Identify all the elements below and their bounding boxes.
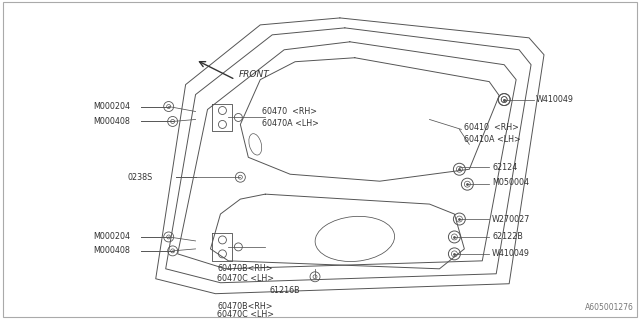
Text: 62124: 62124	[492, 163, 518, 172]
Text: 60470A <LH>: 60470A <LH>	[262, 119, 319, 128]
Text: 61216B: 61216B	[270, 286, 300, 295]
Text: 60470C <LH>: 60470C <LH>	[217, 310, 274, 319]
Text: M000408: M000408	[93, 246, 130, 255]
Text: M050004: M050004	[492, 178, 529, 187]
Text: W410049: W410049	[492, 249, 530, 258]
Text: W270027: W270027	[492, 214, 531, 224]
Text: FRONT: FRONT	[238, 70, 269, 79]
Text: W410049: W410049	[536, 95, 574, 104]
Text: M000204: M000204	[93, 102, 130, 111]
Text: 62122B: 62122B	[492, 232, 523, 242]
Text: M000408: M000408	[93, 117, 130, 126]
Text: 60470C <LH>: 60470C <LH>	[217, 274, 274, 283]
Text: M000204: M000204	[93, 232, 130, 242]
Text: 0238S: 0238S	[127, 173, 153, 182]
Text: 60470B<RH>: 60470B<RH>	[218, 264, 273, 273]
Text: 60470B<RH>: 60470B<RH>	[218, 302, 273, 311]
Text: 60470  <RH>: 60470 <RH>	[262, 107, 317, 116]
Text: 60410A <LH>: 60410A <LH>	[465, 135, 521, 144]
Text: 60410  <RH>: 60410 <RH>	[465, 123, 519, 132]
Text: A605001276: A605001276	[585, 303, 634, 312]
